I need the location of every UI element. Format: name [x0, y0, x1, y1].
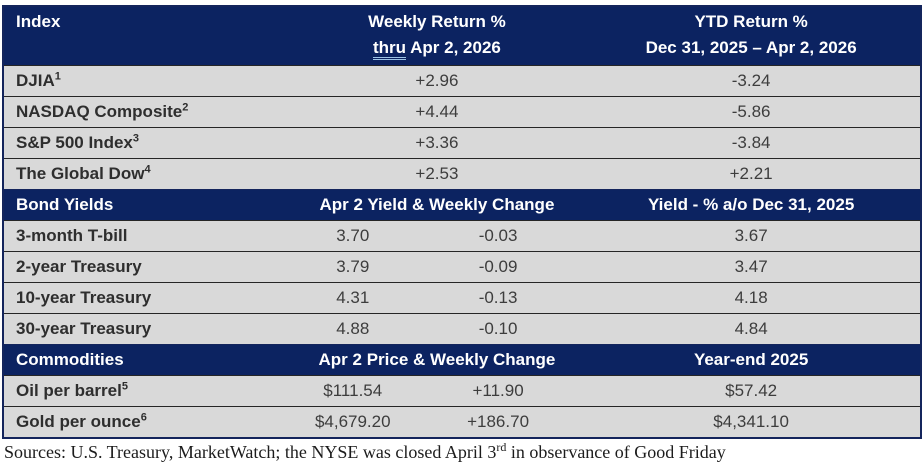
yearend-yield-value: 4.84	[582, 313, 921, 345]
thru-underlined-text: thru	[373, 38, 407, 60]
commodities-header-row: Commodities Apr 2 Price & Weekly Change …	[3, 344, 921, 376]
table-row-sp500: S&P 500 Index3 +3.36 -3.84	[3, 127, 921, 159]
yearend-price-value: $57.42	[582, 375, 921, 407]
weekly-return-value: +2.96	[291, 65, 583, 97]
row-label-text: DJIA	[16, 71, 55, 90]
footnote-marker: 4	[144, 163, 151, 176]
row-label: Gold per ounce6	[3, 406, 292, 438]
row-label: 10-year Treasury	[3, 282, 292, 314]
bond-yields-header-row: Bond Yields Apr 2 Yield & Weekly Change …	[3, 189, 921, 221]
weekly-return-header-line1: Weekly Return %	[368, 12, 506, 31]
commodities-header-label: Commodities	[3, 344, 292, 376]
sources-text-cont: in observance of Good Friday	[506, 442, 726, 462]
bond-yields-right-header: Yield - % a/o Dec 31, 2025	[582, 189, 921, 221]
yield-value: 3.70	[291, 220, 414, 252]
row-label: Oil per barrel5	[3, 375, 292, 407]
commodities-mid-header: Apr 2 Price & Weekly Change	[291, 344, 583, 376]
weekly-change-value: -0.03	[413, 220, 583, 252]
sources-footnote: Sources: U.S. Treasury, MarketWatch; the…	[2, 440, 922, 463]
yearend-yield-value: 3.47	[582, 251, 921, 283]
row-label: 30-year Treasury	[3, 313, 292, 345]
row-label: NASDAQ Composite2	[3, 96, 292, 128]
row-label: 2-year Treasury	[3, 251, 292, 283]
weekly-return-value: +4.44	[291, 96, 583, 128]
weekly-return-header-line2: thru Apr 2, 2026	[293, 35, 582, 61]
price-value: $4,679.20	[291, 406, 414, 438]
weekly-return-value: +3.36	[291, 127, 583, 159]
ytd-return-header-line2: Dec 31, 2025 – Apr 2, 2026	[645, 38, 857, 57]
table-row-3month-tbill: 3-month T-bill 3.70 -0.03 3.67	[3, 220, 921, 252]
row-label-text: Gold per ounce	[16, 412, 141, 431]
sources-text: Sources: U.S. Treasury, MarketWatch; the…	[4, 442, 497, 462]
table-row-oil: Oil per barrel5 $111.54 +11.90 $57.42	[3, 375, 921, 407]
weekly-return-header-cell: Weekly Return % thru Apr 2, 2026	[291, 5, 583, 66]
yearend-price-value: $4,341.10	[582, 406, 921, 438]
row-label: S&P 500 Index3	[3, 127, 292, 159]
yield-value: 4.31	[291, 282, 414, 314]
ytd-return-header-cell: YTD Return % Dec 31, 2025 – Apr 2, 2026	[582, 5, 921, 66]
commodities-right-header: Year-end 2025	[582, 344, 921, 376]
bond-yields-mid-header: Apr 2 Yield & Weekly Change	[291, 189, 583, 221]
table-row-10year-treasury: 10-year Treasury 4.31 -0.13 4.18	[3, 282, 921, 314]
table-row-nasdaq: NASDAQ Composite2 +4.44 -5.86	[3, 96, 921, 128]
yield-value: 3.79	[291, 251, 414, 283]
footnote-marker: 1	[54, 70, 61, 83]
ytd-return-value: -3.84	[582, 127, 921, 159]
index-header-cell: Index	[3, 5, 292, 66]
thru-date-text: Apr 2, 2026	[406, 38, 501, 57]
table-row-djia: DJIA1 +2.96 -3.24	[3, 65, 921, 97]
row-label-text: The Global Dow	[16, 164, 145, 183]
yield-value: 4.88	[291, 313, 414, 345]
ytd-return-header-line1: YTD Return %	[694, 12, 808, 31]
weekly-change-value: -0.10	[413, 313, 583, 345]
table-row-2year-treasury: 2-year Treasury 3.79 -0.09 3.47	[3, 251, 921, 283]
row-label-text: S&P 500 Index	[16, 133, 133, 152]
yearend-yield-value: 3.67	[582, 220, 921, 252]
weekly-change-value: -0.09	[413, 251, 583, 283]
table-row-30year-treasury: 30-year Treasury 4.88 -0.10 4.84	[3, 313, 921, 345]
weekly-change-value: -0.13	[413, 282, 583, 314]
row-label: The Global Dow4	[3, 158, 292, 190]
index-header-row: Index Weekly Return % thru Apr 2, 2026 Y…	[3, 5, 921, 66]
market-data-table: Index Weekly Return % thru Apr 2, 2026 Y…	[2, 5, 922, 439]
price-value: $111.54	[291, 375, 414, 407]
footnote-marker: 2	[182, 101, 189, 114]
weekly-change-value: +186.70	[413, 406, 583, 438]
footnote-marker: 6	[140, 411, 147, 424]
table-row-global-dow: The Global Dow4 +2.53 +2.21	[3, 158, 921, 190]
ytd-return-value: -5.86	[582, 96, 921, 128]
footnote-marker: 3	[132, 132, 139, 145]
row-label-text: NASDAQ Composite	[16, 102, 183, 121]
index-header-label: Index	[16, 12, 61, 31]
weekly-return-value: +2.53	[291, 158, 583, 190]
bond-yields-header-label: Bond Yields	[3, 189, 292, 221]
table-row-gold: Gold per ounce6 $4,679.20 +186.70 $4,341…	[3, 406, 921, 438]
footnote-marker: 5	[121, 380, 128, 393]
row-label-text: Oil per barrel	[16, 381, 122, 400]
ordinal-superscript: rd	[496, 440, 507, 454]
weekly-change-value: +11.90	[413, 375, 583, 407]
ytd-return-value: +2.21	[582, 158, 921, 190]
yearend-yield-value: 4.18	[582, 282, 921, 314]
ytd-return-value: -3.24	[582, 65, 921, 97]
row-label: DJIA1	[3, 65, 292, 97]
row-label: 3-month T-bill	[3, 220, 292, 252]
